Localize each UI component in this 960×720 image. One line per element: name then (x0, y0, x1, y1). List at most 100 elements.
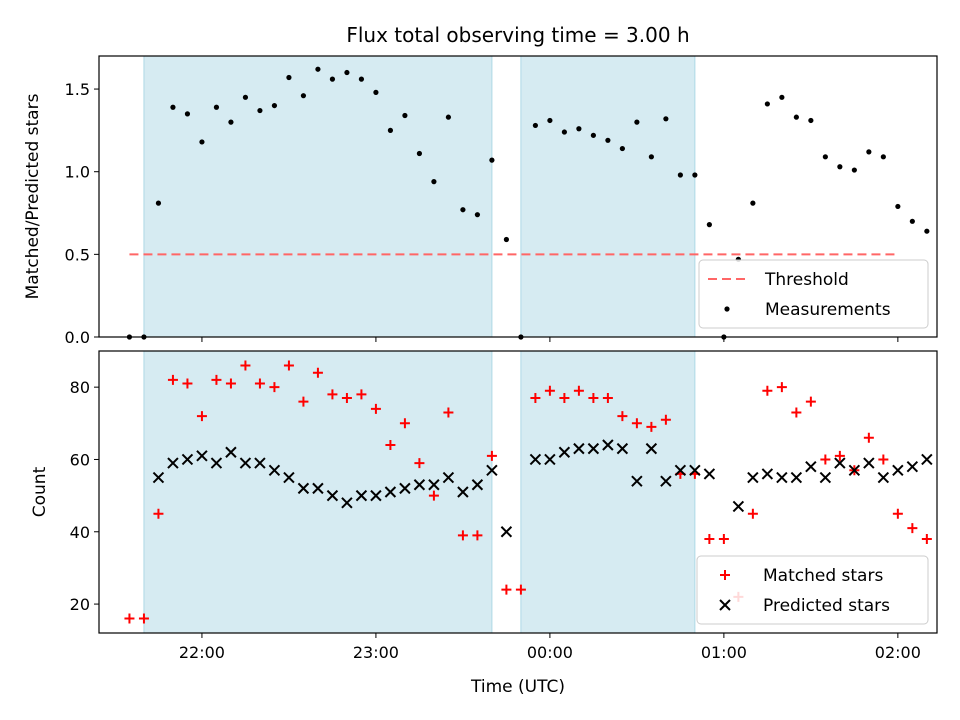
measurement-point (561, 129, 567, 135)
matched-star-point (776, 382, 787, 393)
matched-star-point (240, 360, 251, 371)
matched-star-point (167, 374, 178, 385)
matched-star-point (559, 393, 570, 403)
x-tick-label: 02:00 (875, 643, 921, 662)
y-axis-label: Matched/Predicted stars (23, 93, 43, 299)
measurement-point (779, 94, 785, 100)
matched-star-point (791, 407, 802, 418)
predicted-star-point (921, 453, 933, 466)
measurement-point (329, 76, 336, 82)
measurement-point (213, 104, 220, 110)
matched-star-point (544, 385, 555, 396)
matched-star-point (921, 534, 932, 544)
measurement-point (271, 102, 278, 109)
y-tick-label: 1.5 (65, 80, 90, 99)
predicted-star-point (573, 442, 585, 455)
predicted-star-point (486, 464, 498, 477)
count-panel: 20 40 60 80 22:00 23:00 00:00 01:00 02:00 Count Ma… (30, 350, 938, 662)
matched-star-point (457, 530, 468, 541)
matched-star-point (718, 534, 729, 544)
measurement-point (474, 212, 481, 218)
series-predicted-stars (152, 439, 933, 538)
matched-star-point (472, 530, 483, 541)
matched-star-point (196, 411, 207, 422)
matched-star-point (820, 454, 831, 465)
y-tick-label: 0.0 (65, 328, 90, 347)
measurement-point (489, 157, 495, 163)
predicted-star-point (152, 471, 165, 484)
x-tick-label: 00:00 (527, 643, 573, 662)
matched-star-point (907, 523, 918, 534)
legend: Matched stars Predicted stars (696, 555, 929, 625)
legend: Threshold Measurements (698, 259, 929, 329)
measurement-point (228, 119, 234, 125)
series-measurements (126, 66, 930, 340)
measurement-point (576, 126, 582, 132)
predicted-star-point (500, 526, 513, 538)
measurement-point (344, 69, 350, 76)
matched-star-point (385, 440, 396, 450)
measurement-point (184, 111, 191, 117)
matched-star-point (660, 414, 671, 425)
predicted-star-point (834, 457, 846, 469)
measurement-point (155, 200, 162, 206)
predicted-star-point (210, 457, 223, 469)
predicted-star-point (819, 471, 832, 484)
measurement-point (692, 172, 698, 178)
measurement-point (300, 93, 307, 99)
x-tick-label: 01:00 (701, 643, 747, 662)
measurement-point (445, 114, 452, 120)
matched-star-point (602, 393, 613, 403)
predicted-star-point (747, 471, 759, 484)
y-tick-label: 40 (70, 523, 90, 542)
measurement-point (837, 164, 843, 170)
axes-frame (98, 350, 938, 634)
predicted-star-point (631, 475, 643, 487)
matched-star-point (225, 378, 236, 389)
matched-star-point (588, 393, 599, 403)
predicted-star-point (399, 482, 411, 495)
matched-star-point (747, 508, 758, 519)
matched-star-point (153, 508, 164, 519)
legend-label: Matched stars (763, 566, 883, 586)
matched-star-point (182, 378, 193, 389)
measurement-point (663, 116, 669, 122)
matched-star-point (892, 508, 903, 519)
predicted-star-point (326, 489, 339, 502)
x-tick-label: 22:00 (179, 643, 225, 662)
matched-star-point (762, 385, 773, 396)
predicted-star-point (892, 464, 904, 477)
matched-star-point (428, 490, 439, 501)
measurement-point (605, 137, 611, 143)
x-axis-label: Time (UTC) (470, 677, 565, 697)
matched-star-point (631, 418, 642, 429)
matched-star-point (124, 613, 135, 624)
measurement-point (590, 132, 596, 138)
shaded-region-1 (143, 55, 493, 338)
measurement-point (242, 94, 249, 100)
predicted-star-point (776, 471, 788, 484)
legend-label: Predicted stars (763, 596, 890, 616)
matched-star-point (254, 378, 265, 389)
predicted-star-point (283, 471, 295, 484)
predicted-star-point (370, 489, 382, 502)
predicted-star-point (254, 457, 266, 469)
predicted-star-point (413, 479, 426, 491)
predicted-star-point (761, 468, 774, 480)
measurement-point (286, 74, 292, 81)
legend-measurement-swatch (724, 306, 730, 312)
predicted-star-point (877, 471, 890, 484)
measurement-point (793, 114, 799, 120)
legend-label: Measurements (765, 300, 891, 320)
measurement-point (851, 167, 857, 173)
axes-frame (98, 55, 938, 338)
predicted-star-point (181, 453, 194, 466)
measurement-point (866, 149, 872, 155)
measurement-point (909, 218, 915, 224)
measurement-point (431, 179, 437, 185)
matched-star-point (443, 407, 454, 418)
predicted-star-point (906, 460, 919, 473)
predicted-star-point (268, 464, 281, 477)
measurement-point (315, 66, 321, 72)
